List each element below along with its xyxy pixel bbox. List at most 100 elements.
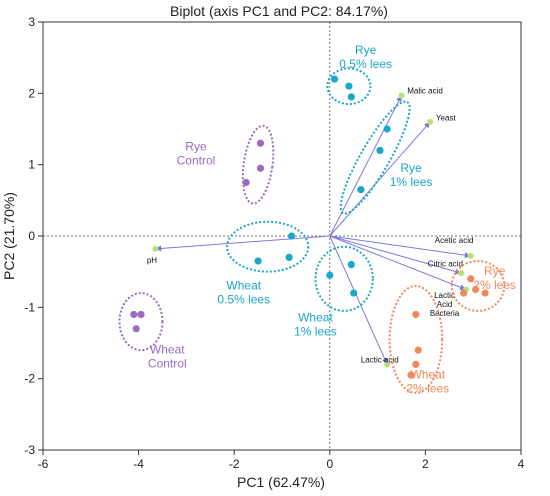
group-label: Wheat 2% lees <box>406 368 449 396</box>
loading-point <box>398 92 405 99</box>
loading-arrow <box>329 235 388 365</box>
data-point <box>414 346 422 354</box>
loading-arrow <box>329 95 402 237</box>
group-label: Wheat 0.5% lees <box>217 279 270 307</box>
data-point <box>412 360 420 368</box>
loading-point <box>467 252 474 259</box>
data-point <box>467 275 475 283</box>
variable-label-line: Acid <box>437 300 453 309</box>
data-point <box>383 125 391 133</box>
variable-label: Lactic acid <box>361 355 399 364</box>
group-ellipse <box>241 124 275 205</box>
data-point <box>287 232 296 240</box>
group-label: Rye 2% lees <box>473 264 516 292</box>
y-tick-label: -2 <box>24 372 35 386</box>
group-label: Wheat 1% lees <box>294 311 337 339</box>
data-point <box>471 285 480 294</box>
data-point <box>350 289 358 297</box>
data-point <box>242 178 250 187</box>
variable-label: Malic acid <box>407 86 443 95</box>
data-point <box>256 164 265 172</box>
data-point <box>326 271 334 279</box>
x-tick-label: -2 <box>229 457 240 471</box>
data-point <box>137 310 145 319</box>
y-tick-label: 1 <box>28 158 35 172</box>
data-point <box>254 257 262 265</box>
group-ellipse <box>326 67 372 106</box>
group-ellipse <box>118 292 164 352</box>
x-tick-label: 4 <box>518 457 525 471</box>
loading-point <box>458 270 465 277</box>
data-point <box>407 371 415 379</box>
y-tick-label: 2 <box>28 86 35 100</box>
data-point <box>481 289 489 297</box>
group-label-line: Rye <box>484 264 506 278</box>
loading-point <box>427 118 434 125</box>
group-label-line: Rye <box>400 161 422 175</box>
x-tick-label: 0 <box>326 457 333 471</box>
variable-label: pH <box>147 256 157 265</box>
variable-label: Yeast <box>436 113 457 122</box>
variable-label-line: Bacteria <box>430 309 460 318</box>
loading-arrow <box>155 235 330 252</box>
variable-label-line: Lactic acid <box>361 355 399 364</box>
data-point <box>256 139 265 147</box>
data-point <box>345 82 353 90</box>
x-tick-label: -4 <box>133 457 144 471</box>
data-point <box>330 75 339 83</box>
group-label: Rye Control <box>177 139 216 167</box>
variable-label-line: Lactic <box>434 291 455 300</box>
group-ellipse <box>450 259 506 312</box>
variable-label-line: Acetic acid <box>435 236 474 245</box>
group-label-line: 0.5% lees <box>339 57 392 71</box>
y-tick-label: -1 <box>24 300 35 314</box>
variable-label: Acetic acid <box>435 236 474 245</box>
group-label-line: Rye <box>185 139 207 153</box>
variable-label-line: Yeast <box>436 113 457 122</box>
group-ellipse <box>226 220 310 273</box>
data-point <box>412 310 420 319</box>
loading-arrow <box>329 235 462 275</box>
loading-arrow <box>329 235 471 259</box>
variable-label-line: Citric acid <box>428 260 463 269</box>
group-label-line: Control <box>177 153 216 167</box>
group-label-line: Control <box>148 357 187 371</box>
group-ellipse <box>339 100 411 215</box>
data-point <box>347 93 355 101</box>
variable-label-line: pH <box>147 256 157 265</box>
group-label: Wheat Control <box>148 343 187 371</box>
x-tick-label: 2 <box>422 457 429 471</box>
variable-label: Lactic Acid Bacteria <box>430 291 460 318</box>
group-ellipse <box>314 245 374 312</box>
data-point <box>347 260 355 269</box>
group-label: Rye 1% lees <box>390 161 433 189</box>
data-point <box>130 310 138 319</box>
group-label-line: Rye <box>355 43 377 57</box>
y-tick-label: 3 <box>28 15 35 29</box>
group-label-line: 0.5% lees <box>217 293 270 307</box>
group-label: Rye 0.5% lees <box>339 43 392 71</box>
y-tick-label: -3 <box>24 443 35 457</box>
group-label-line: Wheat <box>298 311 333 325</box>
group-label-line: 2% lees <box>473 278 516 292</box>
chart-title: Biplot (axis PC1 and PC2: 84.17%) <box>170 3 388 19</box>
loading-point <box>152 245 159 252</box>
variable-label-line: Malic acid <box>407 86 443 95</box>
y-axis-label: PC2 (21.70%) <box>1 192 17 280</box>
x-tick-label: -6 <box>38 457 49 471</box>
data-point <box>460 289 468 297</box>
loading-arrow <box>329 235 467 291</box>
group-ellipse <box>388 284 444 394</box>
data-point <box>285 253 293 261</box>
x-axis-label: PC1 (62.47%) <box>237 474 325 490</box>
group-label-line: Wheat <box>410 368 445 382</box>
plot-area: -6 -4 -2 0 2 4 -3 -2 -1 0 1 2 3 Malic acid Yeast Acetic… <box>24 15 524 471</box>
loading-point <box>384 361 391 368</box>
variable-label: Citric acid <box>428 260 463 269</box>
data-point <box>376 146 384 154</box>
group-label-line: Wheat <box>150 343 185 357</box>
data-point <box>132 325 140 333</box>
y-tick-label: 0 <box>28 229 35 243</box>
group-label-line: 1% lees <box>294 325 337 339</box>
